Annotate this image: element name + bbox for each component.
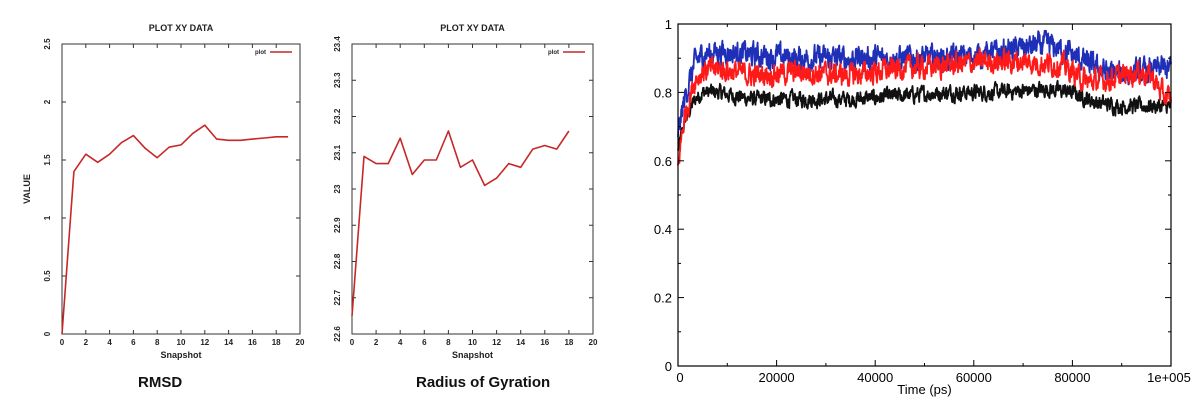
- rg-ytick-label: 22.6: [333, 326, 342, 342]
- rmsd-xtick-label: 14: [224, 338, 233, 347]
- rg-plot-frame: [352, 44, 593, 334]
- rg-series-line: [352, 131, 569, 316]
- rg-xtick-label: 10: [468, 338, 477, 347]
- rg-ytick-label: 23.1: [333, 144, 342, 160]
- rmsd-xtick-label: 0: [60, 338, 65, 347]
- rmsd-series-line: [62, 125, 288, 334]
- radius-of-gyration-chart: PLOT XY DATA 22.6 22.7 22.8 22.9 23 23.1 23.2 23…: [320, 0, 610, 398]
- ts-ytick-label: 0.4: [654, 222, 672, 237]
- ts-xtick-label: 80000: [1054, 370, 1090, 385]
- rmsd-caption: RMSD: [138, 374, 182, 391]
- rmsd-ytick-label: 1.5: [43, 154, 52, 166]
- rmsd-xtick-label: 2: [84, 338, 89, 347]
- rmsd-xtick-label: 8: [155, 338, 160, 347]
- rg-chart-panel: PLOT XY DATA 22.6 22.7 22.8 22.9 23 23.1 23.2 23…: [320, 0, 610, 398]
- ts-xtick-label: 0: [676, 370, 683, 385]
- rg-xtick-label: 12: [492, 338, 501, 347]
- ts-xtick-label: 40000: [857, 370, 893, 385]
- rg-ytick-label: 22.9: [333, 217, 342, 233]
- rg-xtick-label: 14: [516, 338, 525, 347]
- rg-caption: Radius of Gyration: [416, 374, 550, 391]
- rmsd-xtick-label: 20: [296, 338, 305, 347]
- rg-title: PLOT XY DATA: [440, 23, 505, 33]
- rg-xtick-label: 16: [540, 338, 549, 347]
- rmsd-xtick-label: 4: [107, 338, 112, 347]
- rg-xtick-label: 20: [589, 338, 598, 347]
- rmsd-ytick-label: 0.5: [43, 270, 52, 282]
- rg-xtick-label: 8: [446, 338, 451, 347]
- rg-xtick-label: 4: [398, 338, 403, 347]
- rg-xtick-label: 2: [374, 338, 379, 347]
- rg-ytick-label: 22.8: [333, 253, 342, 269]
- rmsd-xlabel: Snapshot: [160, 350, 201, 360]
- rmsd-xtick-label: 16: [248, 338, 257, 347]
- rmsd-xtick-label: 18: [272, 338, 281, 347]
- rg-ytick-label: 23.3: [333, 72, 342, 88]
- rg-xtick-label: 6: [422, 338, 427, 347]
- rmsd-xtick-label: 6: [131, 338, 136, 347]
- rg-xtick-label: 18: [564, 338, 573, 347]
- rg-xlabel: Snapshot: [452, 350, 493, 360]
- rmsd-xtick-label: 12: [200, 338, 209, 347]
- time-series-chart-panel: 0 0.2 0.4 0.6 0.8 1 0 20000 40000 60000 80000 1e+00…: [632, 0, 1194, 398]
- rg-ytick-label: 22.7: [333, 289, 342, 305]
- rmsd-chart: PLOT XY DATA 0 0.5 1 1.5 2 2.5 0 2 4 6 8 10 12 14 16 18 2…: [0, 0, 320, 398]
- rmsd-ytick-label: 2.5: [43, 38, 52, 50]
- rg-legend-label: plot: [548, 50, 559, 56]
- rmsd-xtick-label: 10: [177, 338, 186, 347]
- rg-xtick-label: 0: [350, 338, 355, 347]
- rmsd-chart-panel: PLOT XY DATA 0 0.5 1 1.5 2 2.5 0 2 4 6 8 10 12 14 16 18 2…: [0, 0, 320, 398]
- ts-xtick-label: 60000: [956, 370, 992, 385]
- rmsd-plot-frame: [62, 44, 300, 334]
- ts-ytick-label: 0.2: [654, 291, 672, 306]
- ts-ytick-label: 0: [665, 359, 672, 374]
- rmsd-title: PLOT XY DATA: [149, 23, 214, 33]
- rmsd-ytick-label: 0: [43, 331, 52, 336]
- rg-ytick-label: 23.4: [333, 36, 342, 52]
- rg-ytick-label: 23.2: [333, 108, 342, 124]
- time-series-chart: 0 0.2 0.4 0.6 0.8 1 0 20000 40000 60000 80000 1e+00…: [632, 0, 1194, 398]
- rg-ytick-label: 23: [333, 184, 342, 193]
- ts-xlabel: Time (ps): [897, 382, 951, 397]
- rmsd-legend-label: plot: [255, 50, 266, 56]
- ts-xtick-label: 20000: [759, 370, 795, 385]
- black-series-line: [678, 81, 1171, 151]
- rmsd-ytick-label: 1: [43, 215, 52, 220]
- rmsd-ytick-label: 2: [43, 99, 52, 104]
- ts-ytick-label: 0.8: [654, 85, 672, 100]
- ts-xtick-label: 1e+005: [1147, 370, 1191, 385]
- ts-ytick-label: 1: [665, 17, 672, 32]
- rmsd-ylabel: VALUE: [22, 174, 32, 204]
- ts-ytick-label: 0.6: [654, 154, 672, 169]
